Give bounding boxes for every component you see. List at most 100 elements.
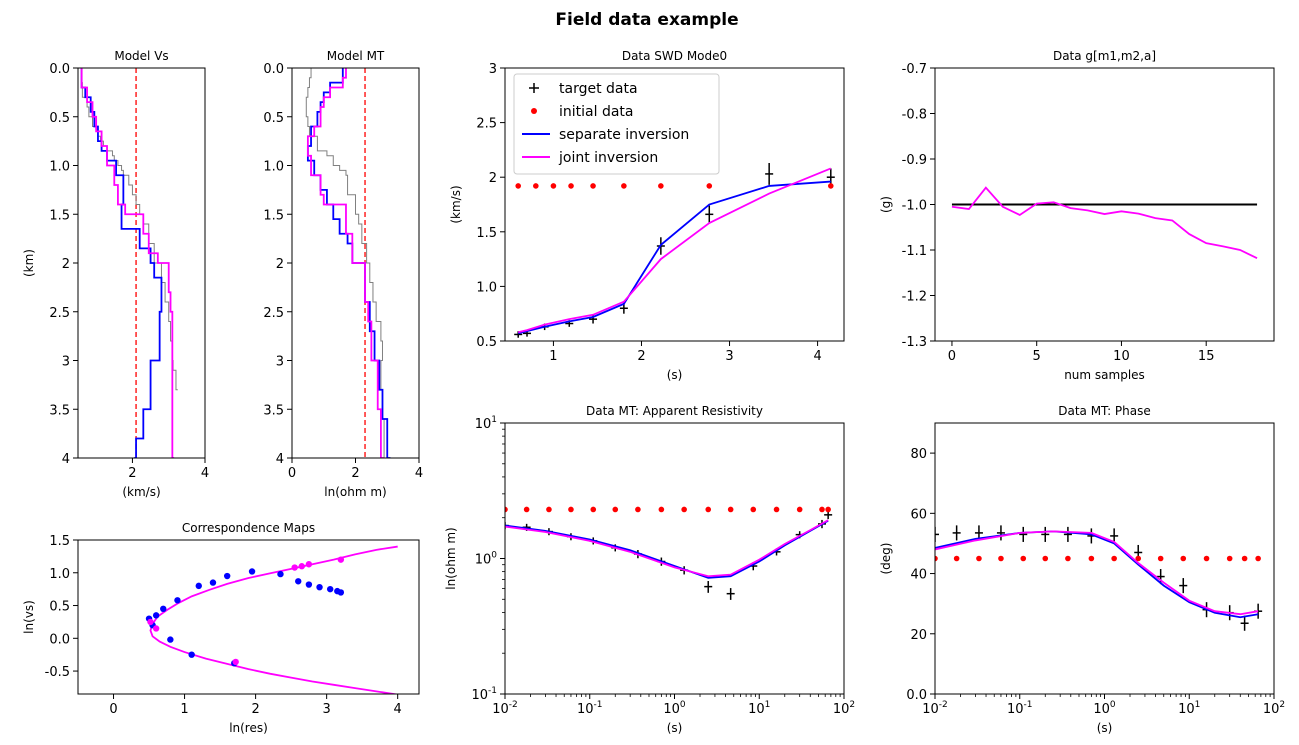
scatter-point-joint [147, 618, 154, 626]
initial-point [773, 506, 780, 513]
tick-label: 3 [323, 702, 331, 717]
chart-g: 0 5 10 15 -1.3 -1.2 -1.1 -1.0 -0.9 -0.8 -0.7 Data g… [879, 49, 1275, 382]
tick-label: 4 [62, 452, 70, 467]
initial-point [568, 506, 574, 513]
tick-label: 20 [910, 628, 927, 643]
chart-swd: 1 2 3 4 0.5 1.0 1.5 2 2.5 3 Data SWD Mode0 (s) (km/s… [449, 49, 845, 382]
initial-point [590, 183, 596, 189]
tick-label: 10-1 [577, 700, 603, 717]
initial-point [1180, 555, 1187, 562]
y-axis-label: (km/s) [449, 185, 463, 223]
tick-label: 10-1 [471, 686, 497, 703]
tick-label: 4 [276, 452, 284, 467]
tick-label: 4 [813, 349, 821, 364]
axes-frame [504, 422, 845, 695]
scatter-point [188, 651, 195, 658]
initial-point [1111, 555, 1117, 562]
scatter-point [174, 597, 181, 604]
series-separate-line [505, 519, 829, 579]
tick-label: 4 [415, 466, 423, 481]
plot-area [145, 545, 398, 694]
y-axis-label: (km) [22, 249, 36, 277]
scatter-point-joint [291, 564, 298, 571]
tick-label: 2 [251, 702, 259, 717]
tick-label: 1 [180, 702, 188, 717]
tick-label: 2 [128, 466, 136, 481]
x-axis-label: ln(res) [229, 721, 268, 735]
tick-label: -1.0 [902, 199, 927, 214]
tick-label: 10-1 [1007, 700, 1033, 717]
plot-area [935, 525, 1263, 631]
tick-label: 0 [109, 702, 117, 717]
tick-label: 3 [276, 355, 284, 370]
tick-label: 10-2 [492, 700, 518, 717]
series-separate-line [935, 530, 1259, 619]
chart-title: Data SWD Mode0 [622, 49, 727, 63]
tick-label: 0.0 [906, 688, 927, 703]
initial-point [1157, 555, 1164, 562]
initial-point [505, 506, 508, 513]
tick-label: 100 [663, 700, 686, 717]
initial-point [1135, 555, 1142, 562]
scatter-point-joint [152, 625, 160, 632]
scatter-point [195, 582, 202, 590]
initial-point [706, 183, 713, 189]
tick-label: 40 [910, 568, 927, 583]
axes-frame [934, 67, 1275, 342]
tick-label: 5 [1033, 349, 1041, 364]
scatter-point [305, 581, 313, 588]
tick-label: 3 [489, 62, 497, 77]
legend-label: initial data [559, 104, 633, 120]
series-joint-line [505, 519, 829, 578]
tick-label: -1.1 [902, 244, 927, 259]
tick-label: 0.0 [49, 632, 70, 647]
tick-label: 0.0 [49, 62, 70, 77]
tick-label: 1.5 [476, 226, 497, 241]
initial-point [1020, 555, 1027, 562]
initial-point [515, 183, 522, 189]
legend-label: target data [559, 81, 638, 97]
initial-point [796, 506, 803, 513]
tick-label: 10-2 [922, 700, 948, 717]
chart-phase: 10-2 10-1 100 101 102 0.0 20 40 60 80 Data MT: Pha… [879, 404, 1285, 735]
x-axis-label: (km/s) [122, 485, 160, 499]
legend-label: separate inversion [559, 127, 689, 143]
scatter-point [326, 585, 334, 593]
scatter-point [248, 568, 256, 575]
scatter-point [337, 589, 345, 596]
x-axis-label: (s) [1097, 721, 1113, 735]
series-separate-line [80, 68, 163, 458]
series-joint-line [149, 545, 398, 694]
initial-point [827, 183, 834, 189]
chart-title: Model MT [327, 49, 385, 63]
tick-label: 2 [637, 349, 645, 364]
initial-point [546, 506, 552, 513]
tick-label: 2 [351, 466, 359, 481]
y-axis-label: (g) [879, 196, 893, 213]
tick-label: 1.0 [476, 280, 497, 295]
chart-title: Correspondence Maps [182, 521, 315, 535]
tick-label: 1.5 [263, 208, 284, 223]
scatter-point-joint [337, 556, 345, 563]
axes-frame [504, 67, 845, 342]
legend-box [513, 73, 720, 175]
initial-point [819, 506, 825, 513]
legend: target data initial data separate inversio… [513, 73, 720, 175]
tick-label: 101 [1178, 700, 1200, 717]
tick-label: 3.5 [263, 403, 284, 418]
scatter-point [223, 572, 231, 580]
initial-point [935, 555, 938, 562]
tick-label: 2.5 [49, 306, 70, 321]
plot-area [80, 68, 178, 458]
scatter-point [160, 605, 167, 613]
initial-point [953, 555, 960, 562]
plot-area [514, 163, 835, 338]
tick-label: 0.5 [49, 600, 70, 615]
x-axis-label: ln(ohm m) [324, 485, 386, 499]
tick-label: 4 [201, 466, 209, 481]
initial-point [533, 183, 539, 189]
tick-label: 80 [910, 447, 927, 462]
tick-label: 15 [1198, 349, 1215, 364]
initial-point [658, 183, 664, 189]
